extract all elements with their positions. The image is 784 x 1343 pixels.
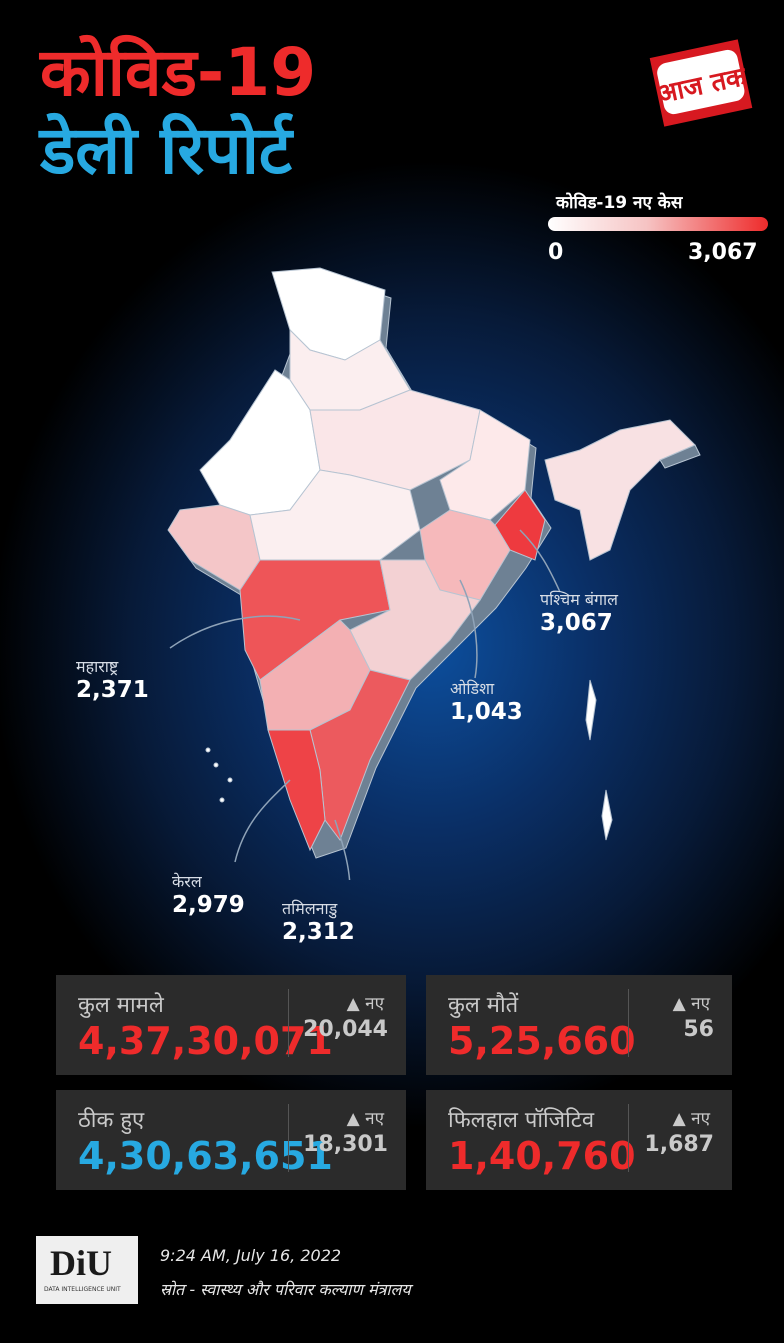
region-north-east-edge — [659, 444, 701, 469]
region-bihar — [439, 409, 531, 521]
stat-new-label: ▲ नए — [346, 994, 384, 1014]
legend-gradient-bar — [548, 217, 768, 231]
leader-line-odisha — [459, 579, 478, 679]
up-arrow-icon: ▲ — [346, 994, 360, 1014]
callout-value: 1,043 — [450, 699, 523, 725]
region-north — [271, 267, 386, 361]
callout-name: तमिलनाडु — [282, 899, 338, 918]
legend-min: 0 — [548, 240, 564, 265]
callout-name: ओडिशा — [450, 679, 495, 698]
leader-line-tamil-nadu — [334, 819, 351, 880]
callout-value: 2,371 — [76, 677, 149, 703]
lakshadweep-island-1 — [205, 747, 211, 753]
lakshadweep-island-2 — [213, 762, 219, 768]
stat-divider — [628, 1104, 629, 1172]
region-north-east — [544, 419, 696, 561]
stat-new-value: 56 — [683, 1017, 714, 1042]
stat-label: फिलहाल पॉजिटिव — [448, 1108, 595, 1133]
region-maharashtra — [239, 559, 391, 681]
diu-logo: DiU DATA INTELLIGENCE UNIT — [36, 1236, 138, 1304]
stat-value: 5,25,660 — [448, 1019, 636, 1063]
callout-name: पश्चिम बंगाल — [540, 590, 618, 609]
title-line-1: कोविड-19 — [40, 34, 317, 111]
legend-title: कोविड-19 नए केस — [556, 193, 683, 213]
diu-logo-text: DiU — [50, 1243, 112, 1283]
callout-name: महाराष्ट्र — [76, 657, 119, 676]
stat-new-label: ▲ नए — [672, 994, 710, 1014]
callout-west-bengal: पश्चिम बंगाल 3,067 — [540, 588, 618, 636]
up-arrow-icon: ▲ — [672, 994, 686, 1014]
stat-divider — [628, 989, 629, 1057]
timestamp: 9:24 AM, July 16, 2022 — [160, 1246, 342, 1265]
stat-value: 4,37,30,071 — [78, 1019, 333, 1063]
stat-label: कुल मौतें — [448, 993, 519, 1018]
nicobar-islands — [601, 789, 613, 841]
andaman-islands — [585, 679, 597, 741]
stat-divider — [288, 989, 289, 1057]
lakshadweep-island-3 — [227, 777, 233, 783]
callout-odisha: ओडिशा 1,043 — [450, 677, 523, 725]
stat-card-active: फिलहाल पॉजिटिव 1,40,760 ▲ नए 1,687 — [426, 1090, 732, 1190]
region-andhra — [349, 559, 481, 681]
stat-new-value: 20,044 — [303, 1017, 388, 1042]
callout-value: 3,067 — [540, 610, 613, 636]
legend-max: 3,067 — [688, 240, 758, 265]
title-line-2: डेली रिपोर्ट — [40, 112, 293, 189]
stat-card-total-cases: कुल मामले 4,37,30,071 ▲ नए 20,044 — [56, 975, 406, 1075]
callout-maharashtra: महाराष्ट्र 2,371 — [76, 655, 149, 703]
lakshadweep-island-4 — [219, 797, 225, 803]
up-arrow-icon: ▲ — [672, 1109, 686, 1129]
stat-new-label: ▲ नए — [346, 1109, 384, 1129]
leader-line-west-bengal — [519, 529, 561, 593]
callout-tamil-nadu: तमिलनाडु 2,312 — [282, 897, 355, 945]
callout-value: 2,312 — [282, 919, 355, 945]
region-kerala — [267, 729, 326, 852]
stat-value: 1,40,760 — [448, 1134, 636, 1178]
stat-card-total-deaths: कुल मौतें 5,25,660 ▲ नए 56 — [426, 975, 732, 1075]
stat-label: कुल मामले — [78, 993, 164, 1018]
stat-value: 4,30,63,651 — [78, 1134, 333, 1178]
up-arrow-icon: ▲ — [346, 1109, 360, 1129]
leader-line-maharashtra — [169, 615, 301, 649]
leader-line-kerala — [234, 779, 291, 863]
stat-card-recovered: ठीक हुए 4,30,63,651 ▲ नए 18,301 — [56, 1090, 406, 1190]
aajtak-logo: आज तक — [649, 39, 753, 127]
stat-new-label: ▲ नए — [672, 1109, 710, 1129]
region-west-bengal — [494, 489, 546, 561]
source-credit: स्रोत - स्वास्थ्य और परिवार कल्याण मंत्र… — [160, 1280, 411, 1299]
callout-name: केरल — [172, 872, 202, 891]
stat-new-value: 18,301 — [303, 1132, 388, 1157]
stat-new-value: 1,687 — [644, 1132, 714, 1157]
india-map — [167, 267, 701, 880]
stat-label: ठीक हुए — [78, 1108, 145, 1133]
stat-divider — [288, 1104, 289, 1172]
diu-logo-subtext: DATA INTELLIGENCE UNIT — [44, 1286, 121, 1293]
callout-kerala: केरल 2,979 — [172, 870, 245, 918]
callout-value: 2,979 — [172, 892, 245, 918]
